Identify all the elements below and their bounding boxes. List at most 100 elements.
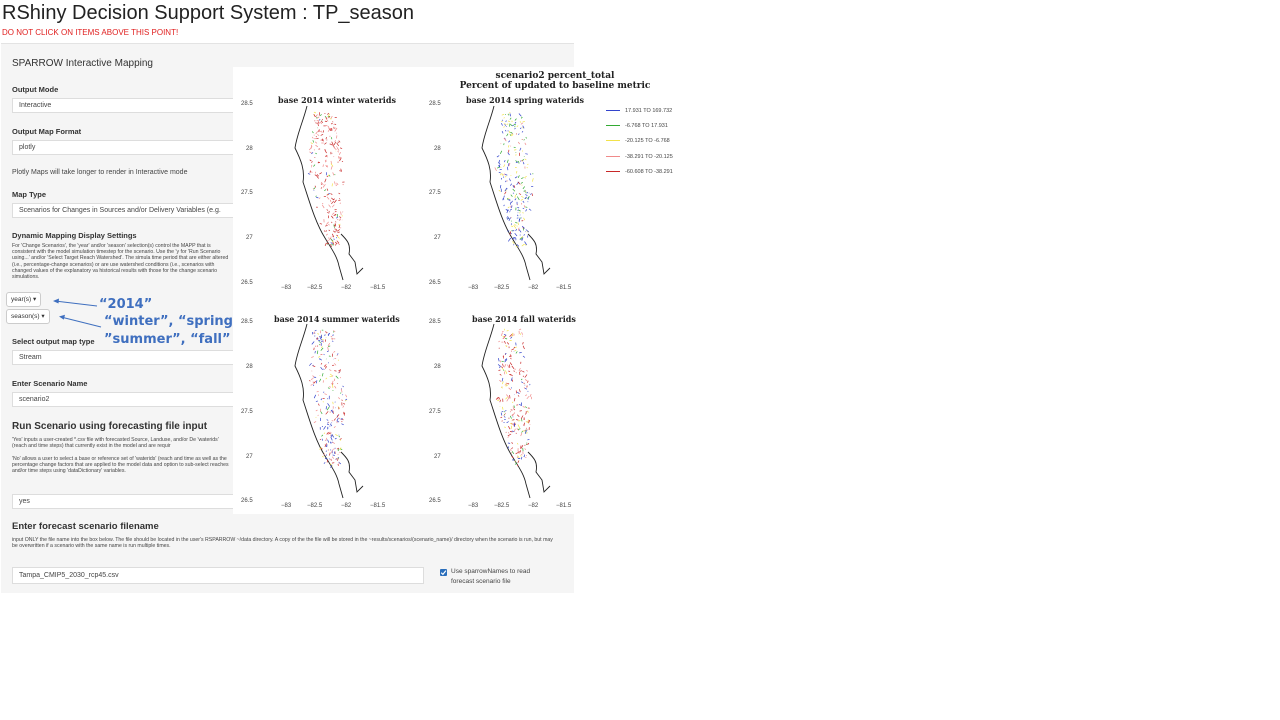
stream-segment xyxy=(321,118,324,120)
stream-segment xyxy=(309,159,312,162)
stream-segment xyxy=(511,414,513,416)
stream-segment xyxy=(336,447,340,450)
output-map-type-select[interactable]: Stream xyxy=(12,350,234,365)
legend-item: 17.931 TO 169.732 xyxy=(606,108,673,123)
stream-segment xyxy=(509,431,513,433)
stream-segment xyxy=(503,333,507,336)
y-tick: 26.5 xyxy=(241,498,253,504)
forecast-filename-input[interactable]: Tampa_CMIP5_2030_rcp45.csv xyxy=(12,567,424,584)
map-plot-area xyxy=(233,67,578,514)
stream-segment xyxy=(510,183,513,186)
stream-segment xyxy=(507,206,510,209)
stream-segment xyxy=(511,442,513,445)
stream-segment xyxy=(527,419,530,423)
stream-segment xyxy=(333,198,336,200)
stream-segment xyxy=(506,330,509,332)
stream-segment xyxy=(337,156,340,160)
stream-segment xyxy=(327,362,329,364)
stream-segment xyxy=(341,423,344,426)
stream-segment xyxy=(318,341,321,343)
stream-segment xyxy=(509,362,513,366)
stream-segment xyxy=(519,237,523,240)
stream-segment xyxy=(331,340,334,342)
scenario-name-label: Enter Scenario Name xyxy=(12,379,88,388)
stream-segment xyxy=(336,218,339,221)
stream-segment xyxy=(324,148,326,151)
stream-segment xyxy=(526,369,528,372)
stream-segment xyxy=(325,224,328,227)
stream-segment xyxy=(504,353,507,355)
year-dropdown[interactable]: year(s) ▾ xyxy=(6,292,42,307)
annotation-year-values: “2014” xyxy=(99,297,153,312)
stream-segment xyxy=(331,409,333,411)
stream-segment xyxy=(509,113,511,117)
stream-segment xyxy=(514,462,518,465)
stream-segment xyxy=(515,237,517,240)
stream-segment xyxy=(521,244,525,247)
annotation-season-values-1: “winter”, “spring”, xyxy=(104,314,247,329)
stream-segment xyxy=(523,422,525,427)
stream-segment xyxy=(526,443,529,445)
stream-segment xyxy=(509,231,512,235)
output-map-format-select[interactable]: plotly xyxy=(12,140,234,155)
stream-segment xyxy=(532,178,534,182)
stream-segment xyxy=(321,204,325,209)
stream-segment xyxy=(325,437,328,442)
stream-segment xyxy=(313,164,316,167)
map-type-select[interactable]: Scenarios for Changes in Sources and/or … xyxy=(12,203,234,218)
season-dropdown-label: season(s) xyxy=(11,313,40,320)
stream-segment xyxy=(342,385,344,388)
stream-segment xyxy=(508,364,511,368)
stream-segment xyxy=(500,412,503,416)
stream-segment xyxy=(338,224,341,229)
stream-segment xyxy=(318,344,321,346)
stream-segment xyxy=(324,142,327,145)
stream-segment xyxy=(498,159,501,164)
stream-segment xyxy=(325,377,328,380)
stream-segment xyxy=(517,464,519,467)
stream-segment xyxy=(331,244,334,246)
stream-segment xyxy=(505,175,507,178)
legend-label: -38.291 TO -20.125 xyxy=(625,153,673,160)
legend-item: -20.125 TO -6.768 xyxy=(606,138,673,153)
stream-segment xyxy=(323,462,326,464)
sparrow-names-checkbox[interactable] xyxy=(440,569,447,576)
stream-segment xyxy=(516,125,519,127)
stream-segment xyxy=(517,175,520,178)
stream-segment xyxy=(517,391,520,394)
stream-segment xyxy=(311,152,314,155)
stream-segment xyxy=(512,334,514,337)
stream-segment xyxy=(324,242,327,247)
stream-segment xyxy=(514,118,517,121)
stream-segment xyxy=(514,176,518,179)
output-mode-select[interactable]: Interactive xyxy=(12,98,234,113)
stream-segment xyxy=(321,456,324,458)
stream-segment xyxy=(527,410,529,413)
stream-segment xyxy=(525,421,529,423)
stream-segment xyxy=(334,370,337,372)
stream-segment xyxy=(329,373,333,376)
x-tick: −83 xyxy=(468,285,479,291)
forecast-yes-select[interactable]: yes xyxy=(12,494,234,509)
stream-segment xyxy=(338,140,341,143)
stream-segment xyxy=(508,370,511,372)
stream-segment xyxy=(510,133,514,135)
legend-label: -20.125 TO -6.768 xyxy=(625,138,670,145)
stream-segment xyxy=(525,411,528,413)
stream-segment xyxy=(319,172,322,175)
stream-segment xyxy=(514,194,516,198)
stream-segment xyxy=(516,392,518,394)
stream-segment xyxy=(317,134,320,136)
y-tick: 27 xyxy=(246,454,253,460)
season-dropdown[interactable]: season(s) ▾ xyxy=(6,309,50,324)
stream-segment xyxy=(332,375,334,377)
stream-segment xyxy=(338,199,341,201)
stream-segment xyxy=(519,450,522,453)
legend-item: -60.608 TO -38.291 xyxy=(606,169,673,184)
scenario-name-input[interactable]: scenario2 xyxy=(12,392,234,407)
stream-segment xyxy=(514,223,516,226)
stream-segment xyxy=(337,448,340,452)
stream-segment xyxy=(508,217,511,222)
stream-segment xyxy=(514,149,517,151)
stream-segment xyxy=(338,417,341,420)
